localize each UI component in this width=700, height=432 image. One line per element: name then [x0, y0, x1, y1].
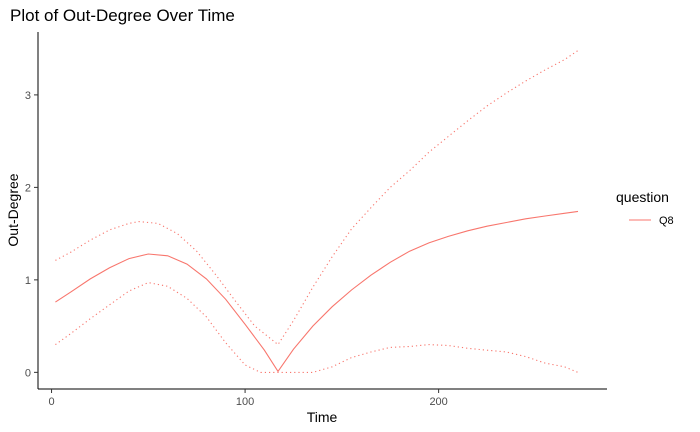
- chart-title: Plot of Out-Degree Over Time: [10, 6, 235, 25]
- legend-label-q8: Q8: [659, 215, 674, 227]
- y-tick-label: 0: [25, 367, 31, 379]
- plot-area: 0 100 200 0 1 2 3: [25, 32, 607, 408]
- y-axis-ticks: 0 1 2 3: [25, 90, 38, 379]
- series-layer: [55, 50, 579, 373]
- series-bound-line-2: [55, 282, 579, 373]
- y-tick-label: 1: [25, 275, 31, 287]
- y-tick-label: 3: [25, 90, 31, 102]
- series-bound-line-1: [55, 50, 579, 346]
- x-tick-label: 0: [48, 396, 54, 408]
- y-tick-label: 2: [25, 182, 31, 194]
- series-line-q8: [55, 210, 579, 373]
- legend-title: question: [616, 189, 669, 205]
- x-tick-label: 100: [236, 396, 254, 408]
- x-tick-label: 200: [429, 396, 447, 408]
- x-axis-title: Time: [307, 409, 338, 425]
- x-axis-ticks: 0 100 200: [48, 389, 448, 408]
- y-axis-title: Out-Degree: [5, 173, 21, 246]
- legend: question Q8: [616, 189, 674, 227]
